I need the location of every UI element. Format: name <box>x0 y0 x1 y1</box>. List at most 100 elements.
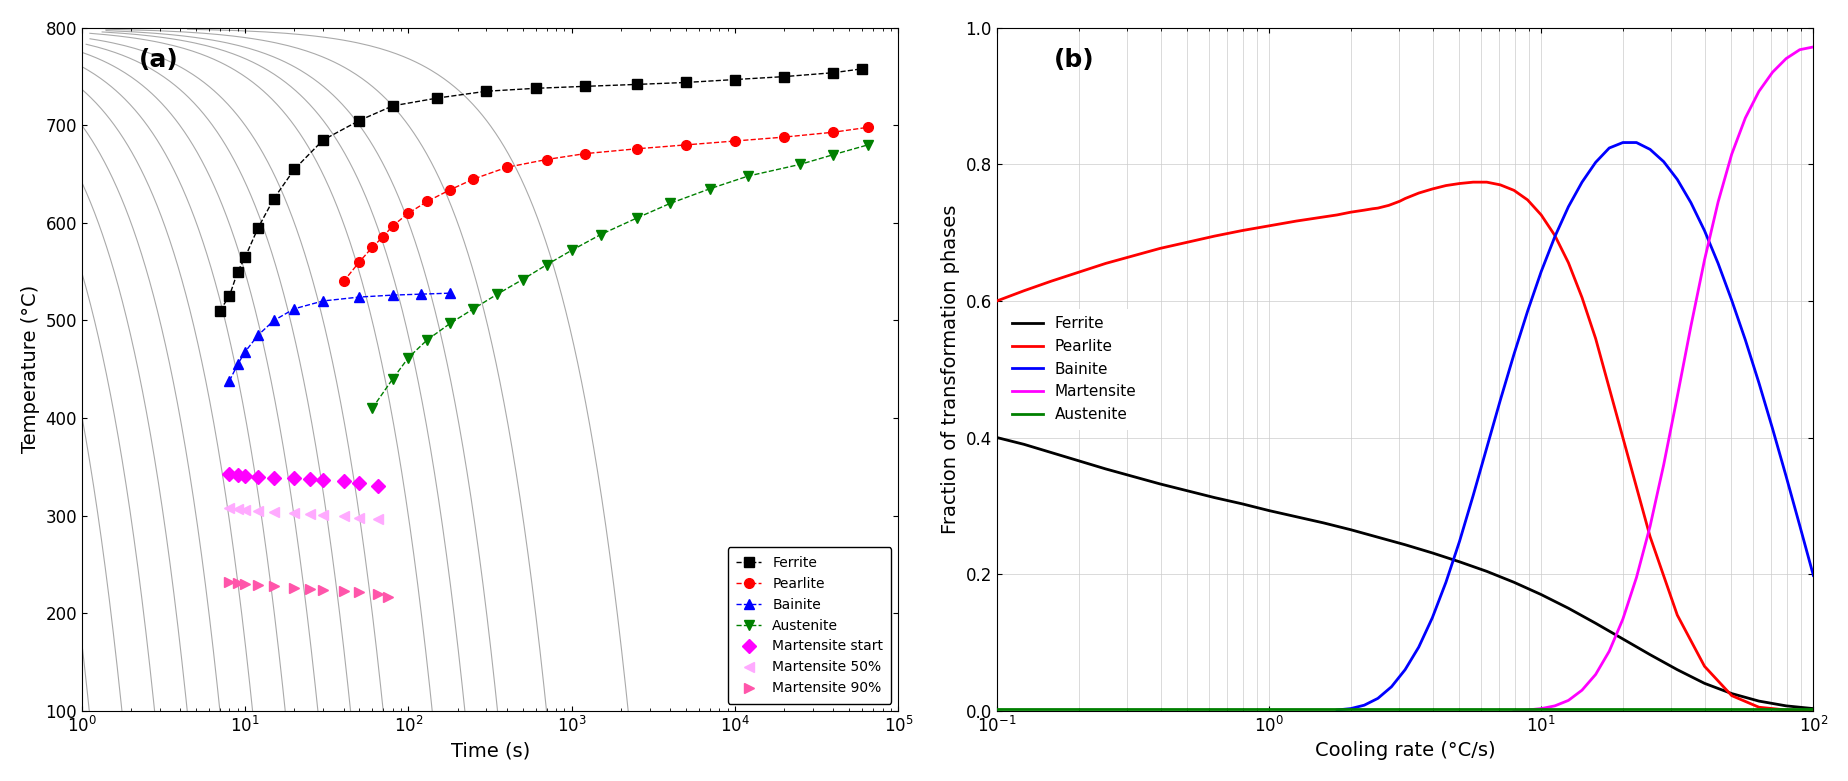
Martensite 90% <box>227 578 249 587</box>
Ferrite <box>1611 634 1634 644</box>
Martensite <box>1761 67 1783 77</box>
Pearlite <box>462 174 484 184</box>
Ferrite <box>675 78 697 87</box>
Pearlite <box>333 276 355 286</box>
Bainite <box>1447 537 1469 546</box>
Martensite 90% <box>235 580 257 589</box>
Bainite <box>283 304 305 313</box>
Martensite 50% <box>227 504 249 513</box>
X-axis label: Cooling rate (°C/s): Cooling rate (°C/s) <box>1314 741 1495 760</box>
Bainite <box>235 347 257 356</box>
Pearlite <box>1388 197 1410 206</box>
Ferrite <box>312 135 334 144</box>
Martensite 90% <box>377 592 399 601</box>
Bainite <box>1720 295 1743 305</box>
Ferrite <box>1637 650 1660 659</box>
Ferrite <box>1257 506 1279 515</box>
Pearlite <box>1366 203 1388 212</box>
Pearlite <box>416 197 438 206</box>
Bainite <box>1637 144 1660 154</box>
Martensite <box>1802 42 1824 52</box>
Pearlite <box>625 144 647 154</box>
Pearlite <box>1774 705 1796 715</box>
Pearlite <box>1543 230 1565 240</box>
Bainite <box>1393 665 1416 674</box>
Text: (a): (a) <box>139 48 179 73</box>
Pearlite <box>1720 691 1743 701</box>
Austenite <box>856 141 878 150</box>
Martensite <box>1665 392 1687 401</box>
Pearlite <box>1447 179 1469 188</box>
Austenite <box>486 290 508 299</box>
Pearlite <box>1013 286 1035 295</box>
Pearlite <box>1746 703 1769 712</box>
Martensite start <box>312 476 334 485</box>
Ferrite <box>573 82 595 91</box>
Austenite <box>536 260 558 269</box>
Bainite <box>1353 701 1375 710</box>
Austenite <box>789 159 811 169</box>
Bainite <box>1515 306 1538 316</box>
Pearlite <box>1175 237 1198 247</box>
Ferrite <box>1746 697 1769 706</box>
Bainite <box>347 292 370 301</box>
Martensite <box>1787 45 1809 55</box>
Pearlite <box>1515 195 1538 205</box>
Austenite <box>360 404 383 413</box>
Legend: Ferrite, Pearlite, Bainite, Austenite, Martensite start, Martensite 50%, Martens: Ferrite, Pearlite, Bainite, Austenite, M… <box>728 547 891 704</box>
Pearlite <box>536 155 558 164</box>
Pearlite <box>397 209 419 218</box>
Ferrite <box>1094 464 1116 473</box>
Bainite <box>1325 705 1347 715</box>
Ferrite <box>1175 486 1198 495</box>
Martensite <box>1515 705 1538 715</box>
Bainite <box>227 360 249 369</box>
Pearlite <box>360 243 383 252</box>
Ferrite <box>1366 533 1388 542</box>
Bainite <box>1543 232 1565 241</box>
Martensite start <box>248 472 270 481</box>
Text: (b): (b) <box>1053 48 1094 73</box>
Pearlite <box>1203 231 1225 241</box>
Pearlite <box>1462 177 1484 187</box>
Martensite <box>1597 647 1619 656</box>
Bainite <box>381 291 403 300</box>
Martensite 90% <box>262 581 285 590</box>
Ferrite <box>248 223 270 233</box>
Bainite <box>1556 202 1578 212</box>
Bainite <box>438 288 460 298</box>
Ferrite <box>283 165 305 174</box>
Pearlite <box>1665 611 1687 620</box>
Ferrite <box>625 80 647 89</box>
Ferrite <box>1231 499 1253 508</box>
Austenite <box>560 245 582 255</box>
Bainite <box>1421 613 1443 622</box>
Pearlite <box>1066 268 1088 277</box>
Austenite <box>625 213 647 223</box>
Ferrite <box>475 87 497 96</box>
Martensite <box>1774 54 1796 63</box>
Pearlite <box>1325 210 1347 219</box>
Pearlite <box>1353 205 1375 215</box>
Martensite start <box>333 476 355 486</box>
Pearlite <box>675 141 697 150</box>
Pearlite <box>1611 433 1634 442</box>
Pearlite <box>1257 221 1279 230</box>
Pearlite <box>1475 177 1497 187</box>
Bainite <box>1678 198 1700 207</box>
Martensite <box>1624 572 1647 582</box>
Martensite <box>1543 701 1565 711</box>
Ferrite <box>235 252 257 262</box>
Bainite <box>1434 578 1456 587</box>
Pearlite <box>772 133 795 142</box>
Pearlite <box>1693 662 1715 671</box>
Martensite <box>1733 113 1756 123</box>
Pearlite <box>1556 258 1578 267</box>
Martensite 50% <box>218 503 240 512</box>
Ferrite <box>425 94 447 103</box>
Pearlite <box>1488 180 1510 190</box>
Martensite 90% <box>248 580 270 590</box>
Martensite <box>1720 149 1743 159</box>
Ferrite <box>209 306 231 316</box>
Pearlite <box>1094 259 1116 268</box>
